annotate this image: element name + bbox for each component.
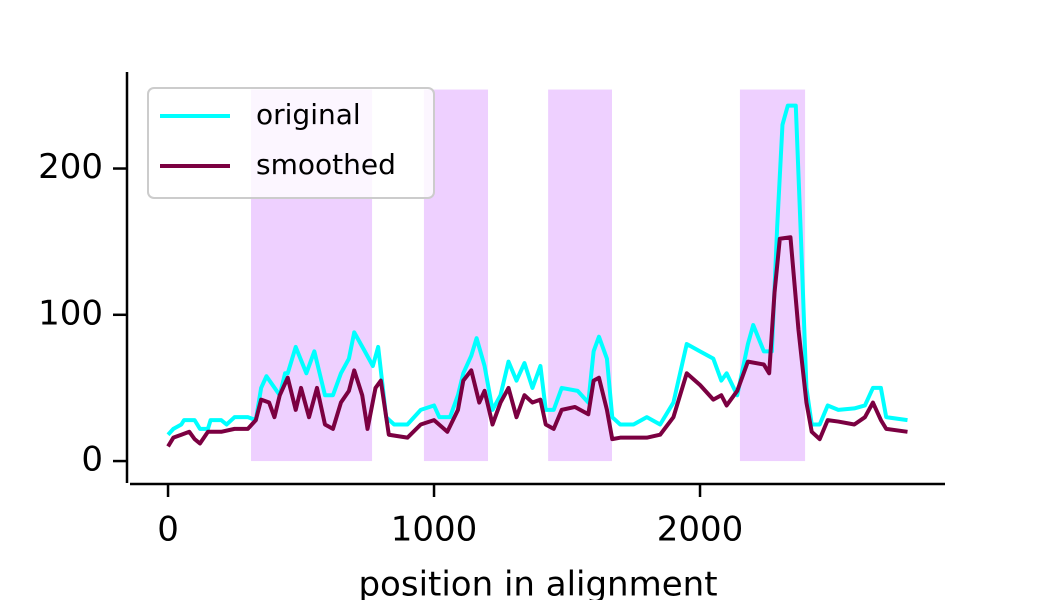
- x-tick-label: 2000: [657, 510, 744, 550]
- legend-label: original: [256, 98, 361, 131]
- x-axis-label: position in alignment: [358, 565, 717, 600]
- data-line: [166, 103, 908, 437]
- y-tick-label: 0: [81, 440, 103, 480]
- x-tick-label: 0: [157, 510, 179, 550]
- legend-label: smoothed: [256, 148, 396, 181]
- x-tick-label: 1000: [391, 510, 478, 550]
- highlight-region: [548, 89, 612, 462]
- y-tick-label: 100: [38, 293, 103, 333]
- data-line: [166, 235, 908, 448]
- y-tick-label: 200: [38, 147, 103, 187]
